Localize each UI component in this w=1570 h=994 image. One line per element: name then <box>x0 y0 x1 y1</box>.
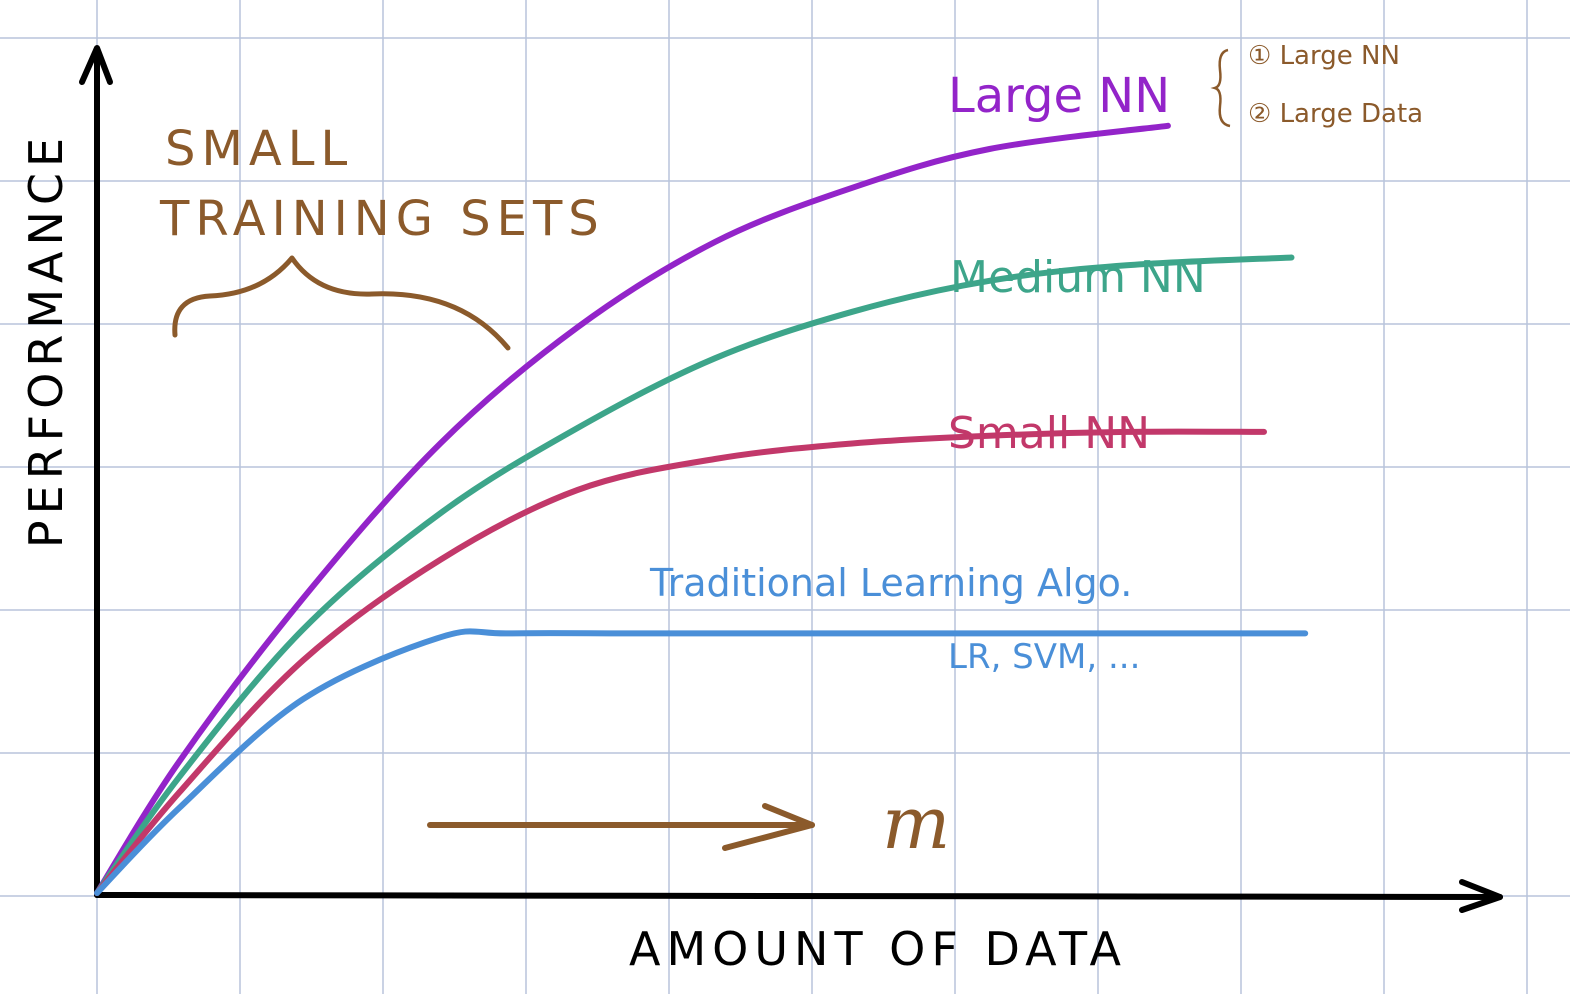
note-large-nn: ① Large NN <box>1248 41 1400 71</box>
series-line-medium-nn <box>94 254 1295 896</box>
series-label-medium-nn: Medium NN <box>950 252 1206 303</box>
note-brace <box>1210 48 1231 128</box>
arrowhead-icon <box>722 803 815 851</box>
series-subtitle-lr-svm: LR, SVM, ... <box>948 637 1140 677</box>
annotation-training-sets: TRAINING SETS <box>159 191 605 247</box>
series-label-small-nn: Small NN <box>948 408 1150 459</box>
small-sets-brace <box>172 255 511 351</box>
m-symbol: m <box>882 781 950 865</box>
x-axis-label: AMOUNT OF DATA <box>629 922 1127 976</box>
m-arrow <box>427 803 815 851</box>
series-label-traditional: Traditional Learning Algo. <box>649 561 1132 605</box>
series-label-large-nn: Large NN <box>948 68 1170 124</box>
x-axis <box>94 892 1503 900</box>
annotation-small: SMALL <box>165 121 353 177</box>
series-line-large-nn <box>94 122 1171 896</box>
note-large-data: ② Large Data <box>1248 99 1423 129</box>
series-layer <box>94 122 1309 896</box>
axes <box>79 45 1503 913</box>
x-axis-arrow-icon <box>1459 879 1503 913</box>
y-axis-label: PERFORMANCE <box>19 132 73 548</box>
series-line-traditional <box>94 628 1309 896</box>
series-line-small-nn <box>94 428 1267 896</box>
y-axis-arrow-icon <box>79 45 113 85</box>
